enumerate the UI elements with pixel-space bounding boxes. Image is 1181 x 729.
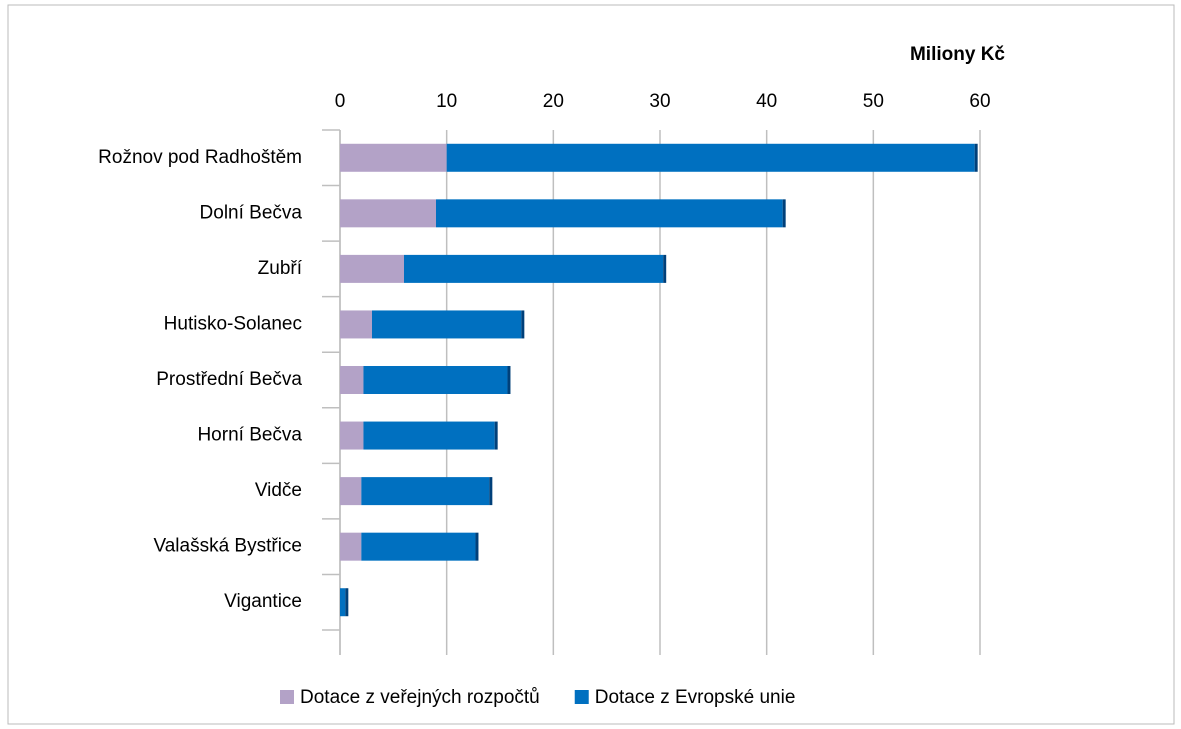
bar	[372, 310, 522, 339]
x-tick-label: 0	[335, 91, 346, 112]
y-tick-label: Prostřední Bečva	[156, 369, 302, 390]
bar-side	[489, 477, 493, 506]
bar-side	[494, 421, 498, 450]
bar	[340, 310, 372, 339]
chart-border	[7, 4, 1175, 725]
y-tick-label: Hutisko-Solanec	[164, 313, 302, 334]
y-tick-label: Horní Bečva	[197, 425, 302, 446]
bar	[361, 477, 490, 506]
bar-side	[507, 366, 511, 394]
y-tick-label: Vigantice	[224, 591, 302, 612]
bar	[363, 366, 508, 394]
x-tick-label: 40	[756, 91, 777, 112]
bar	[340, 366, 364, 394]
bar	[436, 199, 783, 228]
y-tick-label: Zubří	[258, 258, 303, 279]
legend-swatch	[280, 690, 294, 704]
legend-swatch	[574, 690, 589, 704]
bar	[363, 421, 495, 450]
bar	[446, 143, 975, 172]
y-tick-label: Dolní Bečva	[200, 202, 303, 223]
bar-side	[663, 254, 667, 283]
y-tick-label: Valašská Bystřice	[153, 536, 302, 557]
bar	[361, 532, 476, 561]
axis-title: Miliony Kč	[910, 44, 1005, 65]
bar	[340, 477, 362, 506]
y-tick-label: Vidče	[255, 480, 302, 501]
bar	[340, 199, 436, 228]
x-tick-label: 60	[969, 91, 990, 112]
x-tick-label: 10	[436, 91, 457, 112]
bar	[340, 532, 362, 561]
bar	[404, 254, 664, 283]
bar	[340, 421, 364, 450]
legend-label: Dotace z veřejných rozpočtů	[300, 687, 540, 708]
y-tick-label: Rožnov pod Radhoštěm	[98, 147, 302, 168]
bar	[340, 588, 346, 617]
x-tick-label: 30	[649, 91, 670, 112]
bar	[340, 254, 404, 283]
x-tick-label: 50	[863, 91, 884, 112]
bar-side	[345, 588, 349, 617]
x-tick-label: 20	[543, 91, 564, 112]
legend-label: Dotace z Evropské unie	[595, 687, 796, 708]
bar-side	[521, 310, 525, 339]
bar	[340, 143, 447, 172]
bar-side	[475, 532, 479, 561]
bar-side	[782, 199, 786, 228]
bar-side	[974, 143, 978, 172]
